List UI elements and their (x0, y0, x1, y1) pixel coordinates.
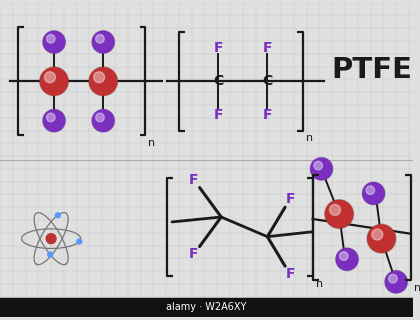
Circle shape (368, 225, 395, 252)
Text: PTFE: PTFE (331, 56, 412, 84)
Circle shape (96, 113, 104, 122)
Text: F: F (189, 173, 198, 187)
Bar (0, 298, 413, 317)
Circle shape (367, 224, 396, 253)
Circle shape (48, 252, 52, 257)
Circle shape (92, 109, 115, 132)
Circle shape (363, 183, 384, 204)
Circle shape (77, 239, 82, 244)
Circle shape (336, 248, 358, 271)
Circle shape (92, 31, 114, 53)
Text: n: n (306, 133, 313, 143)
Text: n: n (148, 138, 155, 148)
Circle shape (339, 252, 348, 260)
Circle shape (388, 274, 397, 283)
Circle shape (366, 186, 375, 195)
Text: n: n (414, 283, 420, 293)
Circle shape (94, 72, 105, 83)
Circle shape (55, 213, 60, 218)
Circle shape (372, 229, 383, 240)
Circle shape (43, 31, 66, 53)
Text: F: F (286, 267, 296, 281)
Circle shape (336, 248, 358, 270)
Circle shape (96, 35, 104, 43)
Text: F: F (262, 108, 272, 122)
Text: F: F (262, 41, 272, 55)
Text: C: C (213, 74, 223, 88)
Circle shape (43, 110, 65, 132)
Circle shape (326, 200, 353, 228)
Circle shape (45, 72, 55, 83)
Circle shape (39, 67, 68, 96)
Circle shape (362, 182, 385, 205)
Circle shape (325, 200, 354, 228)
Circle shape (46, 234, 56, 244)
Circle shape (385, 270, 407, 293)
Text: n: n (315, 279, 323, 289)
Circle shape (92, 110, 114, 132)
Text: F: F (213, 41, 223, 55)
Circle shape (47, 113, 55, 122)
Circle shape (314, 161, 323, 170)
Circle shape (47, 35, 55, 43)
Circle shape (386, 271, 407, 293)
Text: F: F (189, 247, 198, 261)
Circle shape (92, 31, 115, 53)
Circle shape (310, 157, 333, 180)
Circle shape (43, 31, 65, 53)
Circle shape (330, 204, 341, 215)
Text: alamy · W2A6XY: alamy · W2A6XY (166, 302, 247, 312)
Text: C: C (262, 74, 273, 88)
Text: F: F (213, 108, 223, 122)
Circle shape (89, 68, 117, 95)
Circle shape (43, 109, 66, 132)
Circle shape (311, 158, 332, 180)
Text: F: F (286, 192, 296, 206)
Circle shape (89, 67, 118, 96)
Circle shape (40, 68, 68, 95)
